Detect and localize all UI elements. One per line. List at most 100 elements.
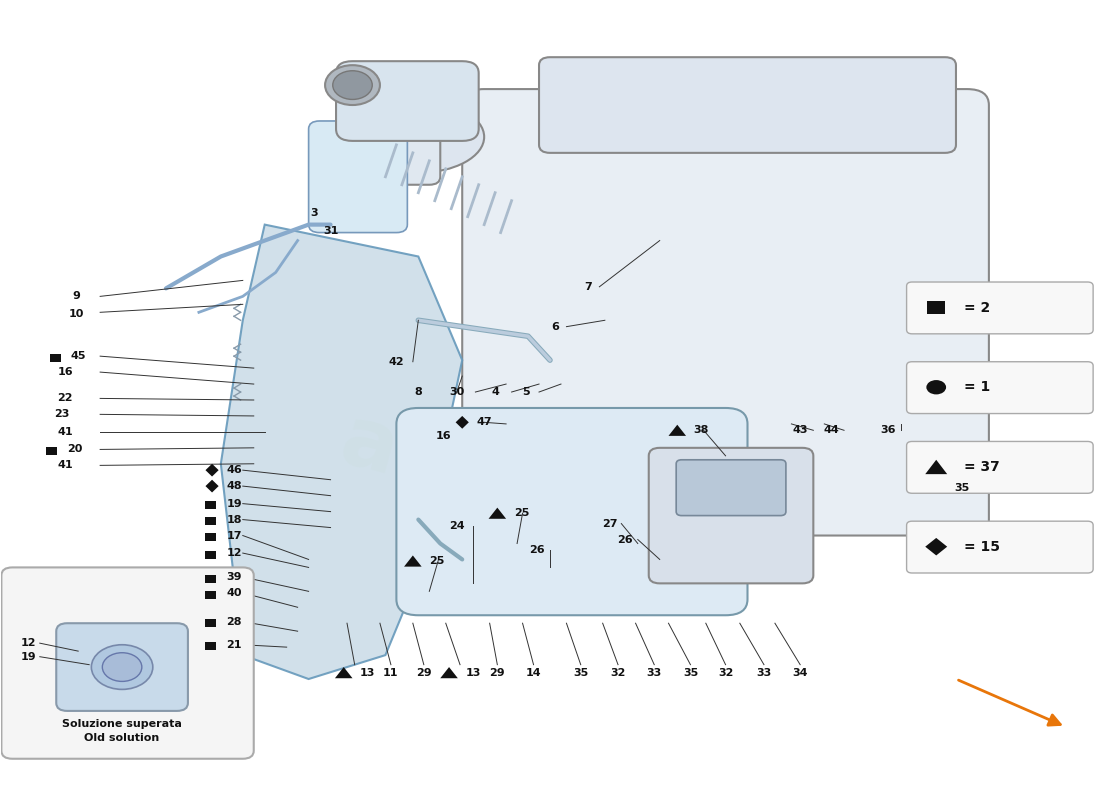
Text: = 15: = 15 <box>964 540 1000 554</box>
FancyBboxPatch shape <box>906 282 1093 334</box>
Circle shape <box>91 645 153 690</box>
Text: 32: 32 <box>718 668 734 678</box>
Text: 24: 24 <box>449 521 464 531</box>
Text: 35: 35 <box>954 482 969 493</box>
Text: 8: 8 <box>415 387 422 397</box>
FancyBboxPatch shape <box>396 408 748 615</box>
Text: 32: 32 <box>610 668 626 678</box>
Text: 38: 38 <box>694 426 710 435</box>
Text: 41: 41 <box>57 460 73 470</box>
FancyBboxPatch shape <box>331 121 440 185</box>
Text: 34: 34 <box>792 668 807 678</box>
Text: 7: 7 <box>584 282 592 292</box>
FancyBboxPatch shape <box>336 61 478 141</box>
Text: 48: 48 <box>227 481 242 491</box>
Text: 33: 33 <box>757 668 771 678</box>
Text: 30: 30 <box>449 387 464 397</box>
Text: = 1: = 1 <box>964 380 990 394</box>
Circle shape <box>102 653 142 682</box>
Bar <box>206 642 217 650</box>
Polygon shape <box>925 460 947 474</box>
Text: 13: 13 <box>465 668 481 678</box>
FancyBboxPatch shape <box>309 121 407 233</box>
Bar <box>50 354 60 362</box>
Text: 27: 27 <box>603 518 618 529</box>
Circle shape <box>332 70 372 99</box>
Text: 47: 47 <box>476 418 492 427</box>
Text: 3: 3 <box>310 208 318 218</box>
Text: 21: 21 <box>227 640 242 650</box>
Text: 26: 26 <box>529 545 544 555</box>
Text: 5: 5 <box>522 387 530 397</box>
FancyBboxPatch shape <box>906 442 1093 494</box>
FancyBboxPatch shape <box>462 89 989 535</box>
Text: 19: 19 <box>21 652 36 662</box>
Text: 16: 16 <box>57 367 73 377</box>
Polygon shape <box>404 555 421 566</box>
Bar <box>206 574 217 582</box>
Text: 14: 14 <box>526 668 541 678</box>
Circle shape <box>326 65 379 105</box>
Bar <box>206 502 217 510</box>
Text: 22: 22 <box>57 394 73 403</box>
Text: 19: 19 <box>227 498 242 509</box>
Text: 35: 35 <box>683 668 698 678</box>
FancyBboxPatch shape <box>906 521 1093 573</box>
Text: = 37: = 37 <box>964 460 1000 474</box>
Text: 11: 11 <box>383 668 398 678</box>
Text: 28: 28 <box>227 617 242 626</box>
Polygon shape <box>455 416 469 429</box>
Text: a pe: a pe <box>332 398 548 529</box>
Polygon shape <box>440 667 458 678</box>
Text: Old solution: Old solution <box>85 733 160 743</box>
Text: 46: 46 <box>227 465 242 475</box>
Bar <box>927 301 945 314</box>
Text: = 2: = 2 <box>964 301 990 314</box>
Text: 29: 29 <box>490 668 505 678</box>
Polygon shape <box>221 225 462 679</box>
Text: 18: 18 <box>227 514 242 525</box>
Text: 29: 29 <box>416 668 431 678</box>
Text: 12: 12 <box>21 638 36 648</box>
Text: 39: 39 <box>227 572 242 582</box>
Text: 25: 25 <box>429 556 444 566</box>
Polygon shape <box>925 538 947 555</box>
Text: 17: 17 <box>227 530 242 541</box>
Text: 25: 25 <box>514 508 529 518</box>
Text: 10: 10 <box>68 309 84 319</box>
Text: 9: 9 <box>73 291 80 302</box>
Text: 31: 31 <box>323 226 338 236</box>
Circle shape <box>926 380 946 394</box>
Text: 45: 45 <box>70 351 86 361</box>
Text: 20: 20 <box>67 445 82 454</box>
Bar <box>206 619 217 627</box>
Bar <box>206 590 217 598</box>
Text: 23: 23 <box>54 410 69 419</box>
FancyBboxPatch shape <box>539 57 956 153</box>
Text: 33: 33 <box>647 668 662 678</box>
Polygon shape <box>206 464 219 477</box>
Text: 44: 44 <box>823 426 839 435</box>
Text: 4: 4 <box>492 387 499 397</box>
Ellipse shape <box>352 101 484 173</box>
Bar <box>206 533 217 541</box>
Text: ferrari: ferrari <box>744 255 905 354</box>
Bar <box>206 517 217 525</box>
Text: 35: 35 <box>573 668 588 678</box>
FancyBboxPatch shape <box>649 448 813 583</box>
Text: 26: 26 <box>617 534 632 545</box>
Text: 43: 43 <box>792 426 807 435</box>
Polygon shape <box>334 667 352 678</box>
Text: Soluzione superata: Soluzione superata <box>62 718 182 729</box>
FancyBboxPatch shape <box>56 623 188 711</box>
Text: 36: 36 <box>880 426 895 435</box>
Polygon shape <box>488 508 506 518</box>
Text: 40: 40 <box>227 588 242 598</box>
Text: 16: 16 <box>436 431 451 441</box>
Polygon shape <box>206 480 219 493</box>
Polygon shape <box>669 425 686 436</box>
FancyBboxPatch shape <box>1 567 254 758</box>
Bar <box>206 550 217 558</box>
Text: 12: 12 <box>227 548 242 558</box>
Text: 41: 41 <box>57 427 73 437</box>
